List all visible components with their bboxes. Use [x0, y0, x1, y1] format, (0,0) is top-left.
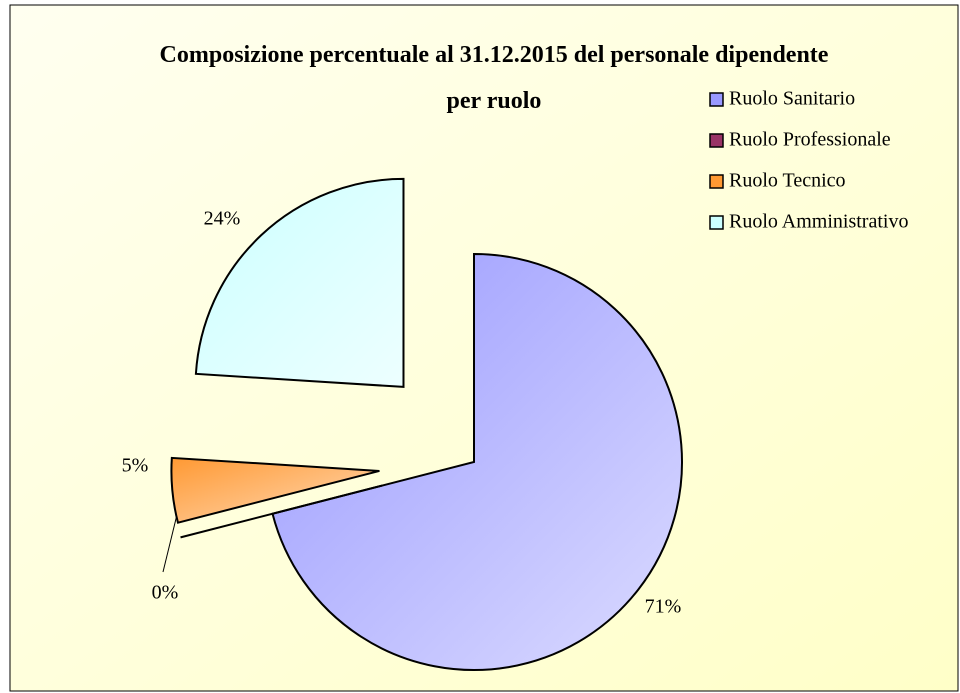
pie-slice — [194, 177, 405, 388]
data-label: 24% — [204, 208, 241, 230]
legend-swatch — [709, 92, 724, 107]
chart-title: Composizione percentuale al 31.12.2015 d… — [159, 42, 829, 114]
legend-swatch — [709, 133, 724, 148]
data-label: 71% — [645, 596, 682, 618]
data-label: 0% — [152, 582, 179, 604]
pie-slice — [271, 252, 683, 671]
legend-label: Ruolo Tecnico — [729, 170, 846, 192]
legend-swatch — [709, 174, 724, 189]
pie-slice — [170, 456, 380, 524]
legend-swatch — [709, 215, 724, 230]
data-label: 5% — [122, 455, 149, 477]
legend-label: Ruolo Sanitario — [729, 88, 855, 110]
legend-label: Ruolo Professionale — [729, 129, 891, 151]
legend-label: Ruolo Amministrativo — [729, 211, 908, 233]
